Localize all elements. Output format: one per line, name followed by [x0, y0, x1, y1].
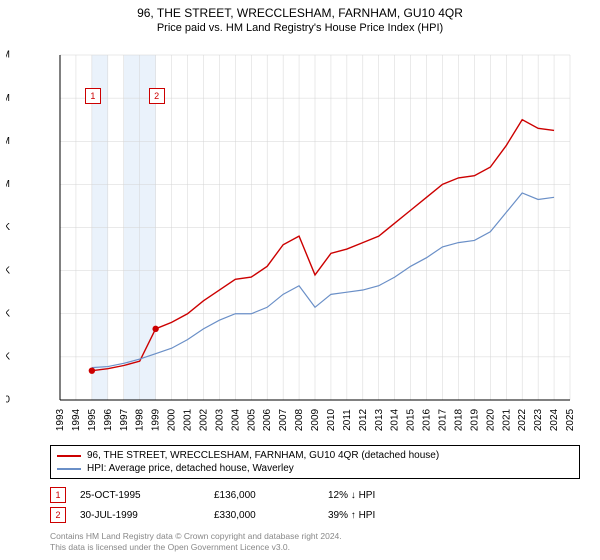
- svg-text:2001: 2001: [183, 408, 194, 431]
- svg-text:2002: 2002: [198, 408, 209, 431]
- svg-text:£800K: £800K: [6, 222, 10, 233]
- svg-text:£1.4M: £1.4M: [6, 93, 10, 104]
- svg-text:£400K: £400K: [6, 308, 10, 319]
- svg-text:1997: 1997: [119, 408, 130, 431]
- svg-text:£1.6M: £1.6M: [6, 50, 10, 61]
- transaction-row: 2 30-JUL-1999 £330,000 39% ↑ HPI: [50, 505, 580, 525]
- legend-box: 96, THE STREET, WRECCLESHAM, FARNHAM, GU…: [50, 445, 580, 479]
- plot-area: £0£200K£400K£600K£800K£1M£1.2M£1.4M£1.6M…: [50, 50, 580, 400]
- note-line-2: This data is licensed under the Open Gov…: [50, 542, 580, 553]
- svg-text:1994: 1994: [71, 408, 82, 431]
- svg-text:2019: 2019: [469, 408, 480, 431]
- chart-marker-2: 2: [149, 88, 165, 104]
- svg-text:2017: 2017: [438, 408, 449, 431]
- svg-text:2025: 2025: [565, 408, 576, 431]
- legend-swatch: [57, 468, 81, 470]
- svg-text:2022: 2022: [517, 408, 528, 431]
- svg-text:2010: 2010: [326, 408, 337, 431]
- legend-and-footer: 96, THE STREET, WRECCLESHAM, FARNHAM, GU…: [50, 445, 580, 553]
- transaction-price: £136,000: [214, 490, 314, 501]
- transaction-marker: 1: [50, 487, 66, 503]
- svg-text:2021: 2021: [501, 408, 512, 431]
- svg-text:£200K: £200K: [6, 352, 10, 363]
- legend-label: HPI: Average price, detached house, Wave…: [87, 463, 294, 474]
- svg-text:2024: 2024: [549, 408, 560, 431]
- svg-text:£1.2M: £1.2M: [6, 136, 10, 147]
- svg-text:2016: 2016: [422, 408, 433, 431]
- legend-swatch: [57, 455, 81, 457]
- svg-text:2020: 2020: [485, 408, 496, 431]
- svg-text:2003: 2003: [214, 408, 225, 431]
- transaction-date: 30-JUL-1999: [80, 510, 200, 521]
- svg-text:2008: 2008: [294, 408, 305, 431]
- svg-text:2000: 2000: [167, 408, 178, 431]
- svg-text:2007: 2007: [278, 408, 289, 431]
- line-chart-svg: £0 £200K £400K £600K £800K £1M £1.2M £1.4M £1.6M…: [6, 50, 580, 440]
- svg-text:2013: 2013: [374, 408, 385, 431]
- chart-title: 96, THE STREET, WRECCLESHAM, FARNHAM, GU…: [0, 6, 600, 20]
- svg-text:1995: 1995: [87, 408, 98, 431]
- svg-text:2004: 2004: [230, 408, 241, 431]
- svg-text:2012: 2012: [358, 408, 369, 431]
- svg-text:2005: 2005: [246, 408, 257, 431]
- svg-text:1998: 1998: [135, 408, 146, 431]
- svg-text:£1M: £1M: [6, 179, 10, 190]
- svg-text:1993: 1993: [55, 408, 66, 431]
- copyright-note: Contains HM Land Registry data © Crown c…: [50, 531, 580, 553]
- transaction-date: 25-OCT-1995: [80, 490, 200, 501]
- svg-text:2006: 2006: [262, 408, 273, 431]
- svg-text:2018: 2018: [453, 408, 464, 431]
- transaction-price: £330,000: [214, 510, 314, 521]
- svg-text:2023: 2023: [533, 408, 544, 431]
- svg-text:2011: 2011: [342, 409, 353, 431]
- note-line-1: Contains HM Land Registry data © Crown c…: [50, 531, 580, 542]
- transactions-table: 1 25-OCT-1995 £136,000 12% ↓ HPI 2 30-JUL-199…: [50, 485, 580, 525]
- svg-text:£600K: £600K: [6, 265, 10, 276]
- svg-text:£0: £0: [6, 395, 10, 406]
- legend-item: 96, THE STREET, WRECCLESHAM, FARNHAM, GU…: [57, 449, 573, 462]
- svg-text:1996: 1996: [103, 408, 114, 431]
- chart-marker-1: 1: [85, 88, 101, 104]
- svg-text:2014: 2014: [390, 408, 401, 431]
- legend-item: HPI: Average price, detached house, Wave…: [57, 462, 573, 475]
- chart-container: 96, THE STREET, WRECCLESHAM, FARNHAM, GU…: [0, 0, 600, 560]
- svg-text:2015: 2015: [406, 408, 417, 431]
- svg-text:2009: 2009: [310, 408, 321, 431]
- transaction-row: 1 25-OCT-1995 £136,000 12% ↓ HPI: [50, 485, 580, 505]
- title-block: 96, THE STREET, WRECCLESHAM, FARNHAM, GU…: [0, 0, 600, 34]
- legend-label: 96, THE STREET, WRECCLESHAM, FARNHAM, GU…: [87, 450, 439, 461]
- transaction-delta: 39% ↑ HPI: [328, 510, 428, 521]
- transaction-delta: 12% ↓ HPI: [328, 490, 428, 501]
- chart-subtitle: Price paid vs. HM Land Registry's House …: [0, 22, 600, 34]
- svg-text:1999: 1999: [151, 408, 162, 431]
- transaction-marker: 2: [50, 507, 66, 523]
